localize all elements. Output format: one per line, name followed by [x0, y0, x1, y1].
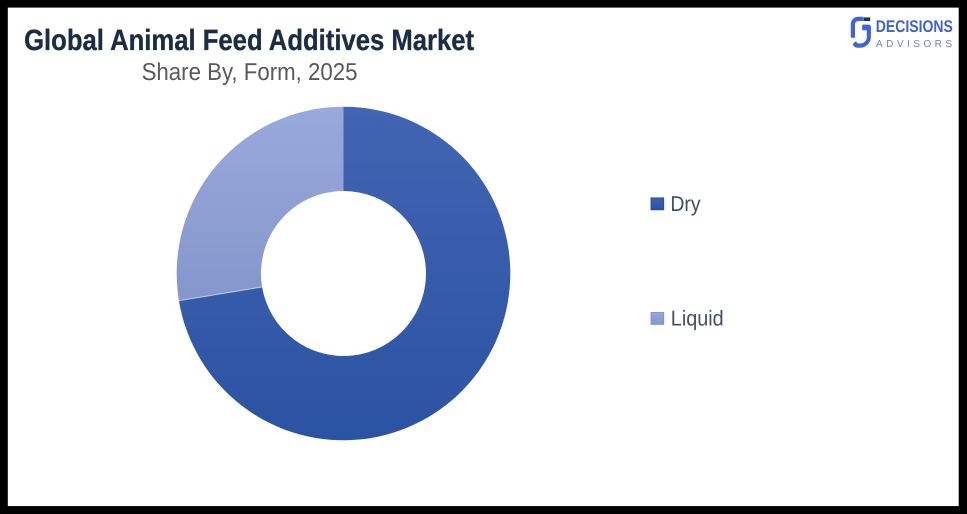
svg-text:DECISIONS: DECISIONS — [876, 17, 953, 36]
svg-text:Dry: Dry — [670, 192, 700, 216]
svg-text:Liquid: Liquid — [671, 306, 724, 330]
svg-text:Share By, Form, 2025: Share By, Form, 2025 — [142, 59, 358, 86]
svg-text:ADVISORS: ADVISORS — [876, 39, 956, 50]
svg-text:Global Animal Feed Additives M: Global Animal Feed Additives Market — [24, 24, 474, 57]
